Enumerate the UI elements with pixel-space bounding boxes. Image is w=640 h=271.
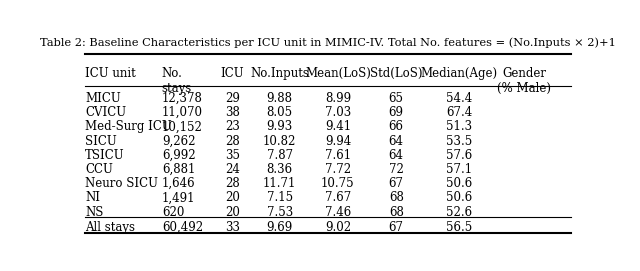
Text: 8.99: 8.99: [325, 92, 351, 105]
Text: 9,262: 9,262: [162, 135, 195, 148]
Text: CVICU: CVICU: [85, 106, 126, 119]
Text: Mean(LoS): Mean(LoS): [305, 67, 371, 80]
Text: 29: 29: [225, 92, 240, 105]
Text: 8.05: 8.05: [267, 106, 292, 119]
Text: 67: 67: [388, 221, 404, 234]
Text: 9.93: 9.93: [266, 120, 292, 133]
Text: No.
stays: No. stays: [162, 67, 192, 95]
Text: 23: 23: [225, 120, 240, 133]
Text: 69: 69: [388, 106, 404, 119]
Text: 9.88: 9.88: [267, 92, 292, 105]
Text: 68: 68: [388, 191, 404, 204]
Text: 24: 24: [225, 163, 240, 176]
Text: 64: 64: [388, 149, 404, 162]
Text: 50.6: 50.6: [446, 177, 472, 190]
Text: Med-Surg ICU: Med-Surg ICU: [85, 120, 172, 133]
Text: 6,992: 6,992: [162, 149, 195, 162]
Text: 7.03: 7.03: [324, 106, 351, 119]
Text: 54.4: 54.4: [446, 92, 472, 105]
Text: 7.72: 7.72: [325, 163, 351, 176]
Text: 60,492: 60,492: [162, 221, 203, 234]
Text: 620: 620: [162, 205, 184, 218]
Text: 68: 68: [388, 205, 404, 218]
Text: 66: 66: [388, 120, 404, 133]
Text: 12,378: 12,378: [162, 92, 203, 105]
Text: Neuro SICU: Neuro SICU: [85, 177, 158, 190]
Text: 72: 72: [388, 163, 404, 176]
Text: 57.6: 57.6: [446, 149, 472, 162]
Text: TSICU: TSICU: [85, 149, 125, 162]
Text: CCU: CCU: [85, 163, 113, 176]
Text: No.Inputs: No.Inputs: [250, 67, 309, 80]
Text: 53.5: 53.5: [446, 135, 472, 148]
Text: 65: 65: [388, 92, 404, 105]
Text: 57.1: 57.1: [446, 163, 472, 176]
Text: 9.94: 9.94: [324, 135, 351, 148]
Text: 67.4: 67.4: [446, 106, 472, 119]
Text: 7.61: 7.61: [325, 149, 351, 162]
Text: 20: 20: [225, 205, 240, 218]
Text: 7.46: 7.46: [324, 205, 351, 218]
Text: 67: 67: [388, 177, 404, 190]
Text: Std(LoS): Std(LoS): [370, 67, 422, 80]
Text: 9.41: 9.41: [325, 120, 351, 133]
Text: 1,646: 1,646: [162, 177, 195, 190]
Text: SICU: SICU: [85, 135, 116, 148]
Text: 52.6: 52.6: [446, 205, 472, 218]
Text: 7.87: 7.87: [267, 149, 292, 162]
Text: 6,881: 6,881: [162, 163, 195, 176]
Text: 8.36: 8.36: [267, 163, 292, 176]
Text: Table 2: Baseline Characteristics per ICU unit in MIMIC-IV. Total No. features =: Table 2: Baseline Characteristics per IC…: [40, 38, 616, 48]
Text: 7.53: 7.53: [266, 205, 292, 218]
Text: 11.71: 11.71: [263, 177, 296, 190]
Text: 10.82: 10.82: [263, 135, 296, 148]
Text: 28: 28: [225, 177, 240, 190]
Text: 33: 33: [225, 221, 240, 234]
Text: 10,152: 10,152: [162, 120, 203, 133]
Text: 51.3: 51.3: [446, 120, 472, 133]
Text: 7.67: 7.67: [324, 191, 351, 204]
Text: Gender
(% Male): Gender (% Male): [497, 67, 551, 95]
Text: ICU: ICU: [221, 67, 244, 80]
Text: All stays: All stays: [85, 221, 135, 234]
Text: 9.69: 9.69: [266, 221, 292, 234]
Text: 64: 64: [388, 135, 404, 148]
Text: 7.15: 7.15: [267, 191, 292, 204]
Text: 20: 20: [225, 191, 240, 204]
Text: 38: 38: [225, 106, 240, 119]
Text: 11,070: 11,070: [162, 106, 203, 119]
Text: 35: 35: [225, 149, 240, 162]
Text: NI: NI: [85, 191, 100, 204]
Text: NS: NS: [85, 205, 103, 218]
Text: 28: 28: [225, 135, 240, 148]
Text: 50.6: 50.6: [446, 191, 472, 204]
Text: MICU: MICU: [85, 92, 121, 105]
Text: 56.5: 56.5: [446, 221, 472, 234]
Text: 1,491: 1,491: [162, 191, 195, 204]
Text: 10.75: 10.75: [321, 177, 355, 190]
Text: ICU unit: ICU unit: [85, 67, 136, 80]
Text: 9.02: 9.02: [325, 221, 351, 234]
Text: Median(Age): Median(Age): [421, 67, 498, 80]
